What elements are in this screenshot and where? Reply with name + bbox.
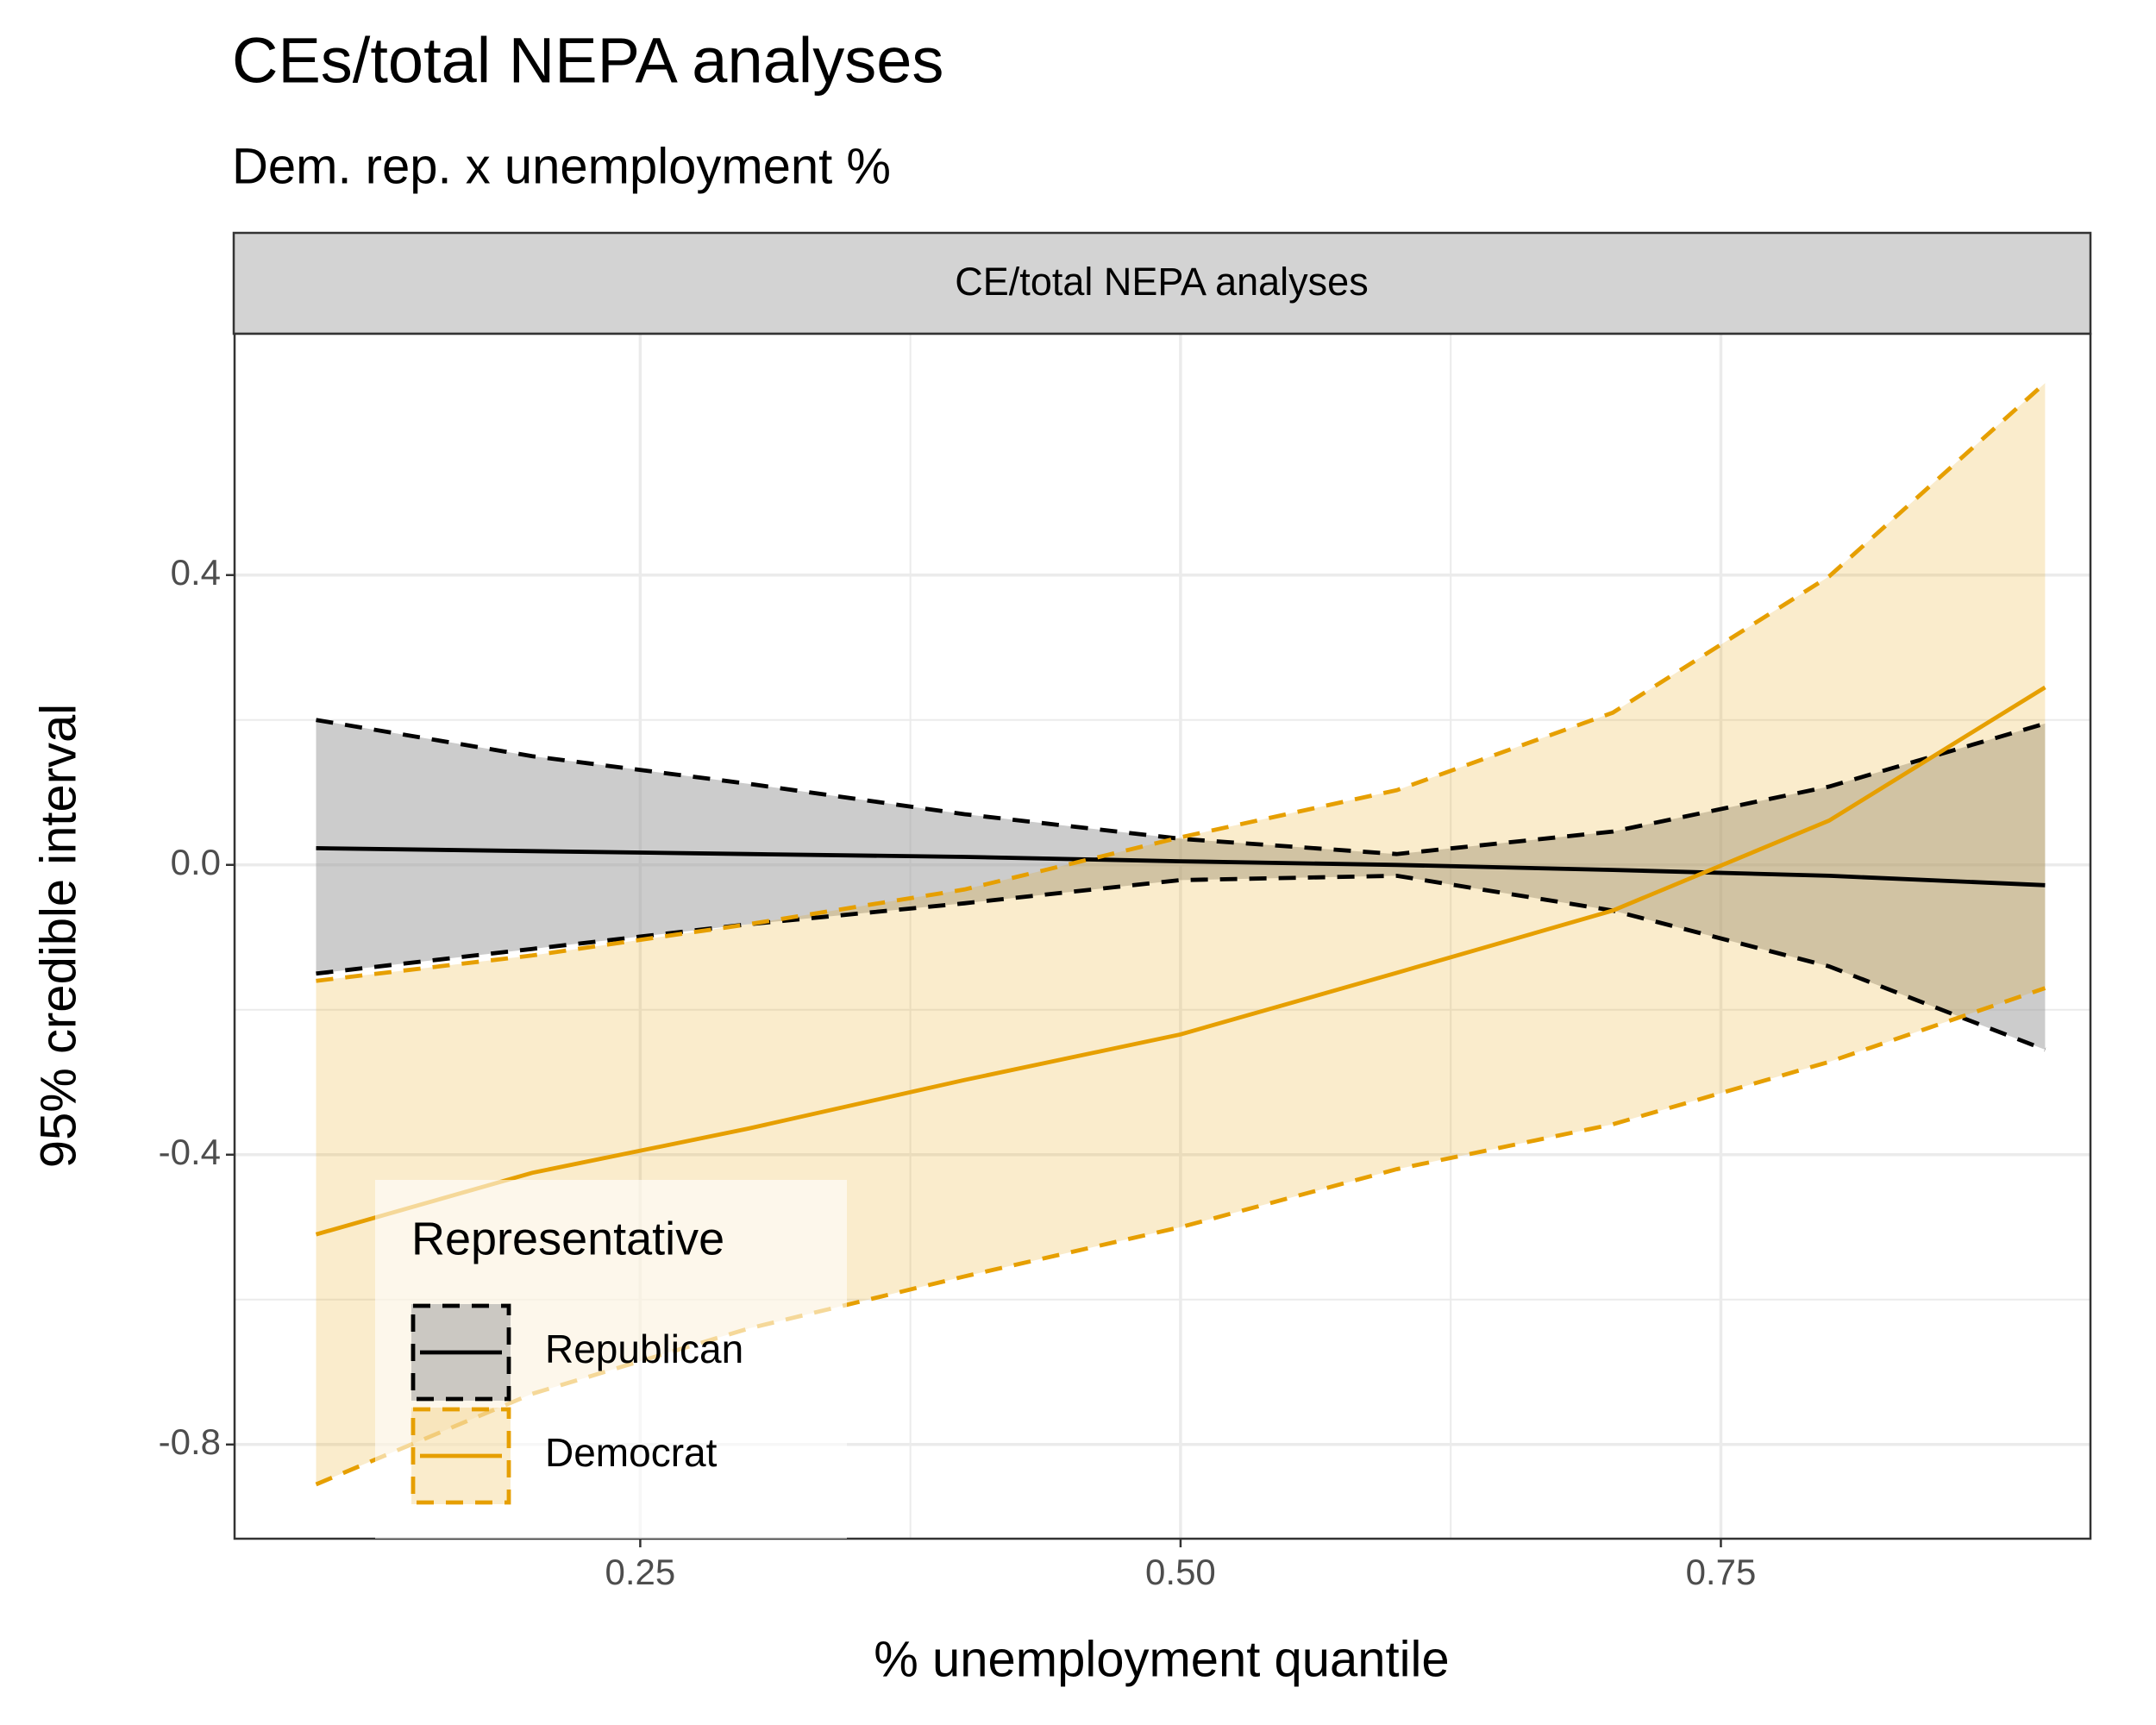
legend-label: Democrat — [545, 1430, 718, 1475]
legend-label: Republican — [545, 1327, 743, 1371]
facet-label: CE/total NEPA analyses — [955, 260, 1368, 304]
mean-line — [315, 685, 2046, 1237]
legend-title: Representative — [411, 1213, 724, 1264]
facet-strip — [232, 231, 2092, 336]
interval-bound-line — [316, 381, 2047, 983]
y-axis-title: 95% credible interval — [30, 704, 86, 1168]
x-tick-label: 0.50 — [1145, 1552, 1216, 1592]
x-tick-label: 0.75 — [1686, 1552, 1757, 1592]
y-tick-label: -0.8 — [159, 1421, 221, 1462]
mean-line — [316, 846, 2046, 888]
panel-border — [233, 332, 2092, 1540]
chart-title: CEs/total NEPA analyses — [232, 25, 943, 97]
chart-subtitle: Dem. rep. x unemployment % — [232, 138, 891, 194]
y-tick-label: -0.4 — [159, 1132, 221, 1172]
ribbon — [316, 719, 2046, 1050]
legend-key-border — [411, 1303, 511, 1402]
interval-bound-line — [316, 873, 2046, 1052]
interval-bound-line — [316, 718, 2046, 856]
y-tick-label: 0.0 — [171, 842, 221, 882]
x-tick-label: 0.25 — [605, 1552, 676, 1592]
legend: Representative Republican Democrat — [375, 1180, 847, 1539]
legend-key-border — [411, 1407, 511, 1505]
x-axis-title: % unemployment quantile — [874, 1631, 1449, 1687]
y-tick-label: 0.4 — [171, 552, 221, 593]
